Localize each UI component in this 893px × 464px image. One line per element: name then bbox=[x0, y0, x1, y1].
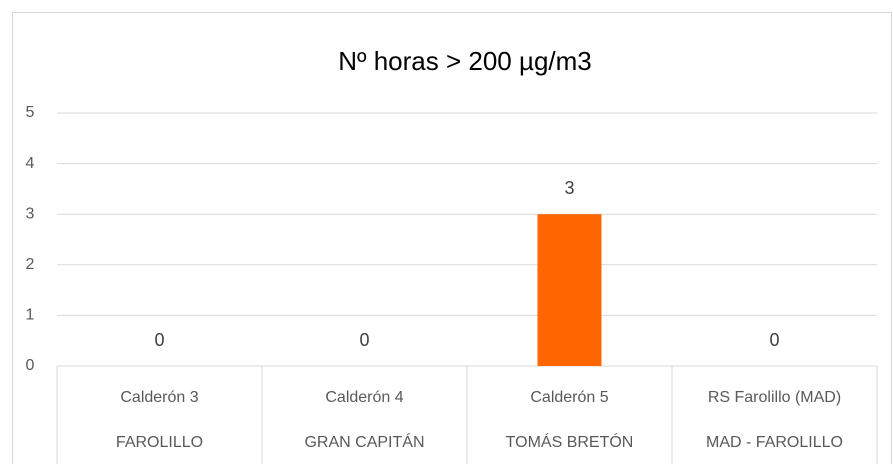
y-tick-label: 2 bbox=[26, 256, 35, 273]
chart-frame bbox=[12, 12, 892, 464]
x-tick-label: Calderón 3 bbox=[120, 389, 198, 406]
x-tick-label: RS Farolillo (MAD) bbox=[708, 389, 841, 406]
y-tick-label: 0 bbox=[26, 357, 35, 374]
x-tick-label: FAROLILLO bbox=[116, 434, 203, 451]
x-tick-label: GRAN CAPITÁN bbox=[304, 432, 424, 451]
x-tick-label: Calderón 5 bbox=[530, 389, 608, 406]
data-label: 0 bbox=[769, 330, 779, 350]
y-tick-label: 5 bbox=[26, 104, 35, 121]
x-tick-label: MAD - FAROLILLO bbox=[706, 434, 843, 451]
data-label: 0 bbox=[154, 330, 164, 350]
x-tick-label: Calderón 4 bbox=[325, 389, 403, 406]
y-tick-label: 3 bbox=[26, 205, 35, 222]
data-label: 0 bbox=[359, 330, 369, 350]
chart-title: Nº horas > 200 µg/m3 bbox=[338, 46, 592, 76]
x-tick-label: TOMÁS BRETÓN bbox=[506, 432, 634, 451]
data-label: 3 bbox=[564, 178, 574, 198]
y-tick-label: 4 bbox=[26, 155, 35, 172]
bar bbox=[537, 214, 602, 366]
y-tick-label: 1 bbox=[26, 307, 35, 324]
